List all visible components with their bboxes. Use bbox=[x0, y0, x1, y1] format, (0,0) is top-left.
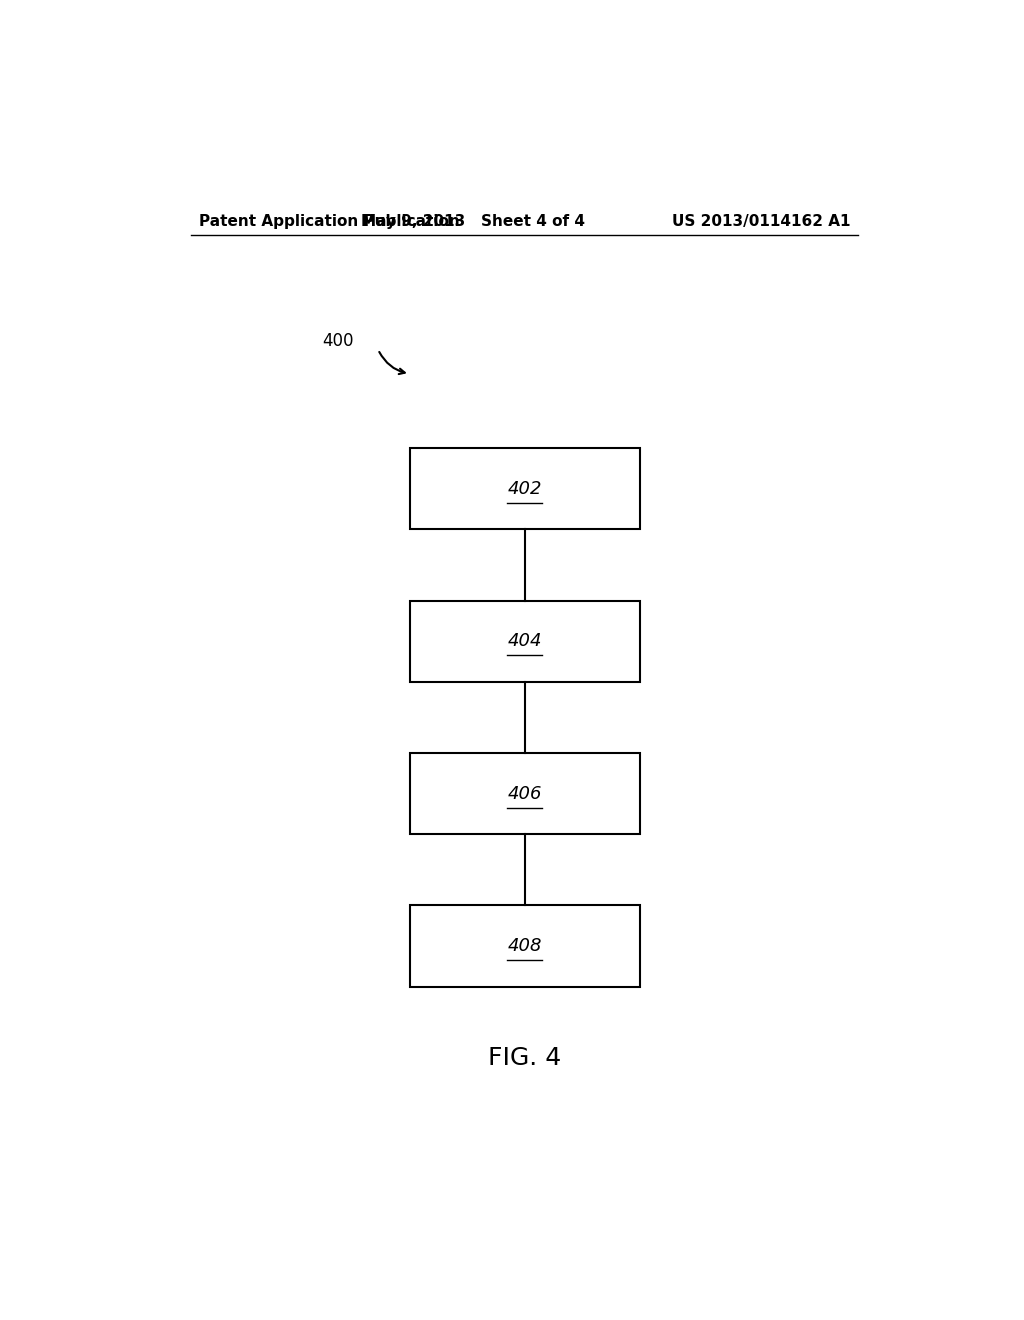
Bar bbox=[410, 906, 640, 987]
Bar bbox=[410, 752, 640, 834]
Text: 406: 406 bbox=[508, 784, 542, 803]
Text: 404: 404 bbox=[508, 632, 542, 651]
Text: 408: 408 bbox=[508, 937, 542, 956]
Text: Patent Application Publication: Patent Application Publication bbox=[200, 214, 460, 230]
Bar bbox=[410, 447, 640, 529]
Text: May 9, 2013   Sheet 4 of 4: May 9, 2013 Sheet 4 of 4 bbox=[361, 214, 586, 230]
Bar bbox=[410, 601, 640, 682]
Text: US 2013/0114162 A1: US 2013/0114162 A1 bbox=[672, 214, 850, 230]
Text: 402: 402 bbox=[508, 479, 542, 498]
Text: 400: 400 bbox=[323, 333, 354, 350]
Text: FIG. 4: FIG. 4 bbox=[488, 1045, 561, 1071]
